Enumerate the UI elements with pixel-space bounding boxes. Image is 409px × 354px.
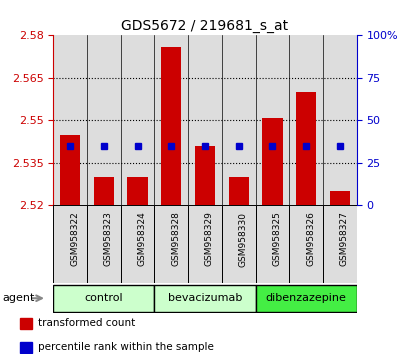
- Bar: [53, 285, 154, 312]
- Text: GSM958326: GSM958326: [306, 212, 315, 267]
- Bar: [322, 205, 356, 283]
- Bar: [87, 205, 120, 283]
- Bar: [221, 35, 255, 205]
- Bar: [20, 318, 32, 329]
- Text: GSM958328: GSM958328: [171, 212, 180, 267]
- Bar: [120, 205, 154, 283]
- Text: transformed count: transformed count: [38, 318, 135, 329]
- Text: control: control: [84, 293, 123, 303]
- Bar: [255, 35, 289, 205]
- Bar: [188, 35, 221, 205]
- Bar: [127, 177, 147, 205]
- Bar: [154, 205, 188, 283]
- Text: GSM958324: GSM958324: [137, 212, 146, 266]
- Bar: [120, 35, 154, 205]
- Bar: [161, 47, 181, 205]
- Bar: [154, 285, 255, 312]
- Text: GSM958325: GSM958325: [272, 212, 281, 267]
- Bar: [20, 342, 32, 353]
- Title: GDS5672 / 219681_s_at: GDS5672 / 219681_s_at: [121, 19, 288, 33]
- Bar: [322, 35, 356, 205]
- Bar: [289, 35, 322, 205]
- Bar: [60, 135, 80, 205]
- Bar: [262, 118, 282, 205]
- Bar: [53, 35, 87, 205]
- Text: agent: agent: [2, 293, 34, 303]
- Bar: [87, 35, 120, 205]
- Bar: [329, 191, 349, 205]
- Text: dibenzazepine: dibenzazepine: [265, 293, 346, 303]
- Bar: [295, 92, 315, 205]
- Bar: [221, 205, 255, 283]
- Bar: [255, 205, 289, 283]
- Bar: [94, 177, 114, 205]
- Bar: [154, 35, 188, 205]
- Bar: [289, 205, 322, 283]
- Text: GSM958322: GSM958322: [70, 212, 79, 266]
- Text: GSM958327: GSM958327: [339, 212, 348, 267]
- Bar: [188, 205, 221, 283]
- Bar: [228, 177, 248, 205]
- Text: GSM958329: GSM958329: [204, 212, 213, 267]
- Text: bevacizumab: bevacizumab: [167, 293, 242, 303]
- Text: GSM958330: GSM958330: [238, 212, 247, 267]
- Bar: [255, 285, 356, 312]
- Text: GSM958323: GSM958323: [103, 212, 112, 267]
- Text: percentile rank within the sample: percentile rank within the sample: [38, 342, 213, 352]
- Bar: [194, 146, 215, 205]
- Bar: [53, 205, 87, 283]
